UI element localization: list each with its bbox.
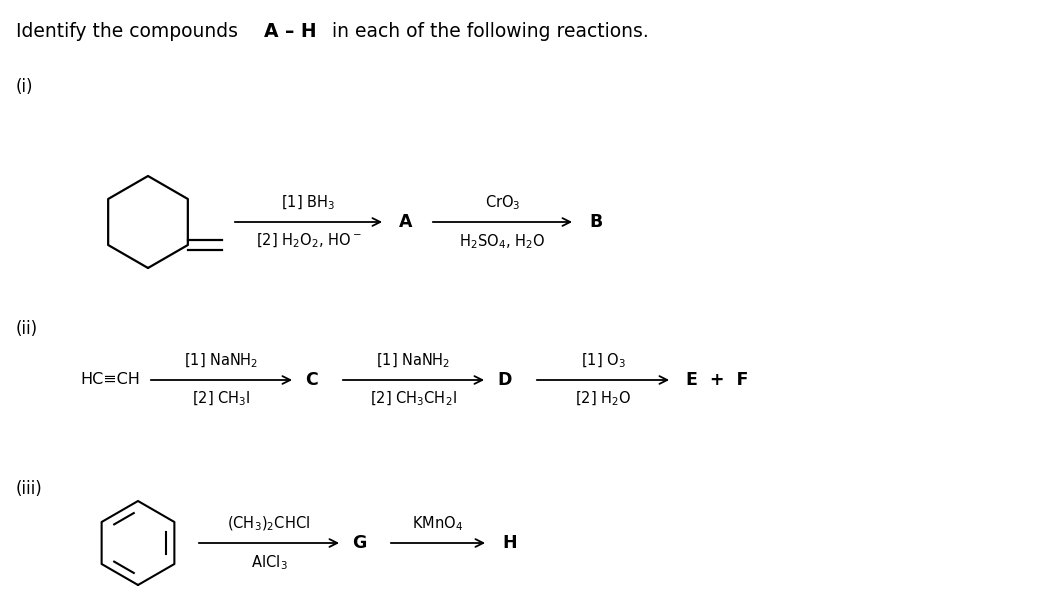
Text: (i): (i) bbox=[16, 78, 33, 96]
Text: E  +  F: E + F bbox=[686, 371, 749, 389]
Text: Identify the compounds: Identify the compounds bbox=[16, 22, 244, 41]
Text: H$_2$SO$_4$, H$_2$O: H$_2$SO$_4$, H$_2$O bbox=[460, 232, 546, 251]
Text: [1] NaNH$_2$: [1] NaNH$_2$ bbox=[184, 352, 259, 370]
Text: HC≡CH: HC≡CH bbox=[80, 373, 139, 387]
Text: B: B bbox=[589, 213, 602, 231]
Text: KMnO$_4$: KMnO$_4$ bbox=[413, 514, 464, 533]
Text: in each of the following reactions.: in each of the following reactions. bbox=[326, 22, 649, 41]
Text: [2] CH$_3$CH$_2$I: [2] CH$_3$CH$_2$I bbox=[370, 390, 457, 408]
Text: (iii): (iii) bbox=[16, 480, 43, 498]
Text: CrO$_3$: CrO$_3$ bbox=[485, 193, 520, 212]
Text: G: G bbox=[352, 534, 366, 552]
Text: [1] O$_3$: [1] O$_3$ bbox=[580, 352, 625, 370]
Text: [1] NaNH$_2$: [1] NaNH$_2$ bbox=[376, 352, 450, 370]
Text: (ii): (ii) bbox=[16, 320, 38, 338]
Text: [1] BH$_3$: [1] BH$_3$ bbox=[282, 193, 336, 212]
Text: H: H bbox=[502, 534, 517, 552]
Text: D: D bbox=[497, 371, 512, 389]
Text: C: C bbox=[305, 371, 318, 389]
Text: [2] H$_2$O$_2$, HO$^-$: [2] H$_2$O$_2$, HO$^-$ bbox=[256, 232, 361, 250]
Text: (CH$_3$)$_2$CHCI: (CH$_3$)$_2$CHCI bbox=[228, 514, 311, 533]
Text: A – H: A – H bbox=[264, 22, 316, 41]
Text: AICI$_3$: AICI$_3$ bbox=[251, 553, 287, 572]
Text: [2] H$_2$O: [2] H$_2$O bbox=[575, 390, 631, 408]
Text: A: A bbox=[399, 213, 413, 231]
Text: [2] CH$_3$I: [2] CH$_3$I bbox=[192, 390, 251, 408]
